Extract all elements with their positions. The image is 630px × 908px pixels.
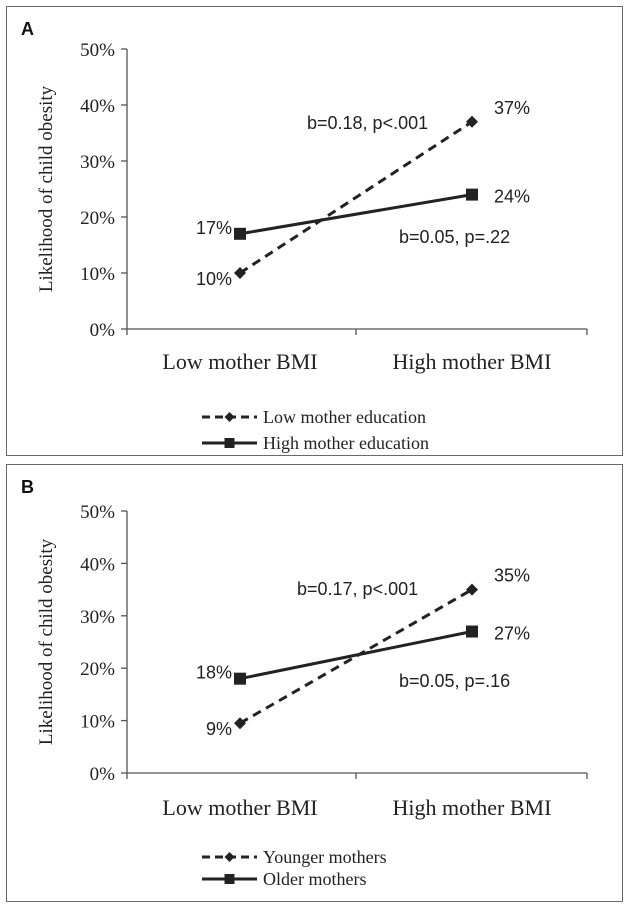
data-label: 37% <box>494 98 530 118</box>
legend-label: Younger mothers <box>263 847 387 867</box>
legend-label: High mother education <box>263 433 429 453</box>
y-tick-label: 30% <box>80 607 115 628</box>
diamond-marker <box>466 583 478 596</box>
y-axis-label: Likelihood of child obesity <box>36 85 57 292</box>
legend-diamond-marker <box>224 412 235 422</box>
square-marker <box>466 625 478 638</box>
panel-letter: A <box>21 19 34 39</box>
x-category-label: High mother BMI <box>393 349 552 374</box>
square-marker <box>234 227 246 240</box>
diamond-marker <box>234 717 246 730</box>
x-category-label: Low mother BMI <box>162 795 317 820</box>
data-label: 24% <box>494 187 530 207</box>
square-marker <box>466 188 478 201</box>
diamond-marker <box>234 267 246 279</box>
data-label: 17% <box>196 218 232 238</box>
series-line-2 <box>239 193 473 236</box>
legend-label: Low mother education <box>263 407 426 427</box>
chart-b: B Likelihood of child obesity 0% 10% 20% 30% 4… <box>21 477 588 889</box>
data-label: 27% <box>494 624 530 644</box>
y-tick-label: 50% <box>80 502 115 523</box>
square-marker <box>234 672 246 685</box>
y-tick-label: 10% <box>80 712 115 733</box>
y-tick-label: 20% <box>80 659 115 680</box>
y-tick-label: 50% <box>80 40 115 61</box>
chart-a: A Likelihood of child obesity 0% 10% 20% 30% 4… <box>21 19 588 453</box>
series-line-1 <box>239 120 473 275</box>
legend-square-marker <box>224 874 235 884</box>
slope-annotation: b=0.05, p=.22 <box>399 227 510 247</box>
y-tick-label: 30% <box>80 152 115 173</box>
legend-diamond-marker <box>224 852 235 862</box>
panel-letter: B <box>21 477 34 497</box>
y-tick-label: 40% <box>80 554 115 575</box>
panel-a: A Likelihood of child obesity 0% 10% 20% 30% 4… <box>6 6 623 456</box>
panel-b: B Likelihood of child obesity 0% 10% 20% 30% 4… <box>6 464 623 902</box>
data-label: 18% <box>196 663 232 683</box>
diamond-marker <box>466 115 478 128</box>
y-axis-label: Likelihood of child obesity <box>36 538 57 745</box>
y-tick-label: 40% <box>80 96 115 117</box>
legend-square-marker <box>224 438 235 448</box>
y-tick-label: 10% <box>80 264 115 285</box>
series-line-2 <box>239 630 473 681</box>
data-label: 35% <box>494 566 530 586</box>
data-label: 10% <box>196 269 232 289</box>
y-tick-label: 20% <box>80 208 115 229</box>
slope-annotation: b=0.05, p=.16 <box>399 671 510 691</box>
y-tick-label: 0% <box>90 320 116 341</box>
data-label: 9% <box>206 719 232 739</box>
y-tick-label: 0% <box>90 764 116 785</box>
x-category-label: Low mother BMI <box>162 349 317 374</box>
x-category-label: High mother BMI <box>393 795 552 820</box>
legend-label: Older mothers <box>263 869 366 889</box>
slope-annotation: b=0.17, p<.001 <box>297 579 418 599</box>
slope-annotation: b=0.18, p<.001 <box>307 113 428 133</box>
